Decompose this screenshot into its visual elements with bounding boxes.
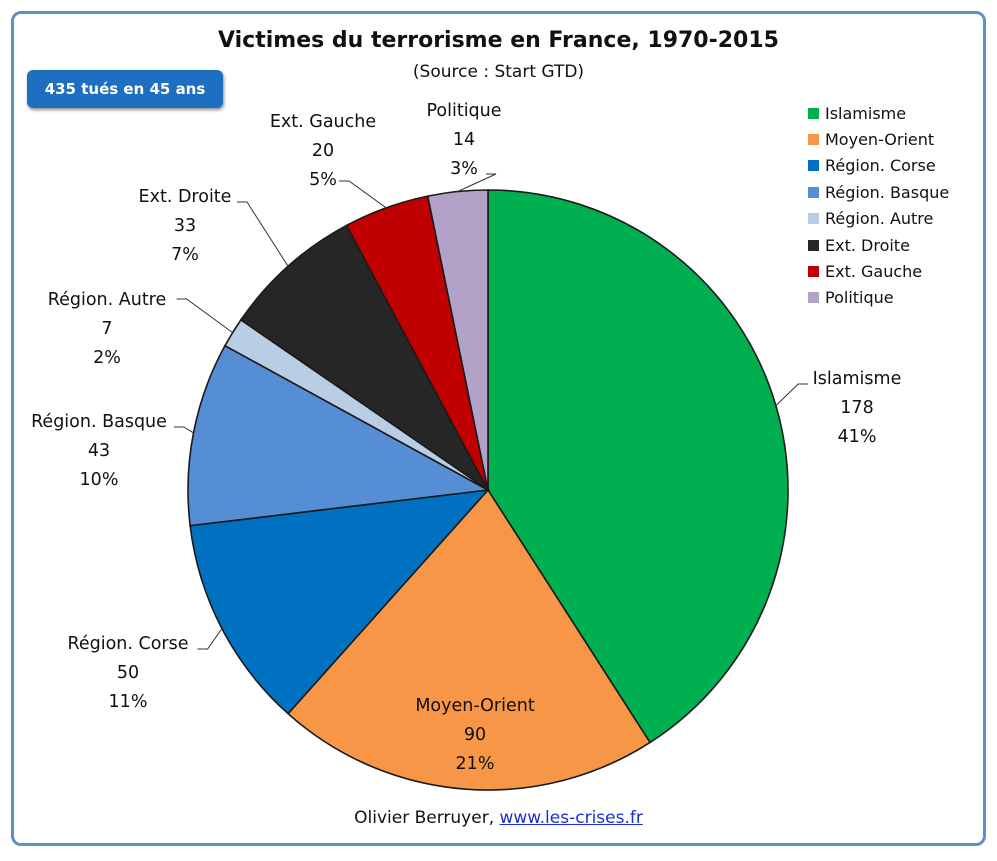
slice-label-percent: 2%	[93, 348, 121, 368]
legend-label: Ext. Gauche	[825, 262, 923, 282]
credit-author: Olivier Berruyer,	[354, 808, 495, 828]
legend: Islamisme Moyen-Orient Région. Corse Région…	[808, 100, 949, 311]
legend-swatch	[808, 186, 819, 198]
pie-slice-moyen-orient	[286, 488, 652, 791]
slice-label-name: Ext. Droite	[139, 187, 232, 207]
slice-label-name: Région. Corse	[67, 634, 188, 654]
leader-line	[237, 201, 289, 267]
slice-label-name: Moyen-Orient	[415, 696, 535, 716]
credit-line: Olivier Berruyer, www.les-crises.fr	[0, 808, 997, 828]
legend-swatch	[808, 213, 819, 225]
pie-slice-r-gion-basque	[187, 344, 491, 527]
legend-item: Islamisme	[808, 100, 949, 126]
legend-item: Région. Corse	[808, 153, 949, 179]
slice-label-value: 50	[117, 663, 139, 683]
legend-swatch	[808, 239, 819, 251]
legend-label: Région. Basque	[825, 182, 950, 202]
leader-line	[775, 383, 809, 406]
legend-swatch	[808, 266, 819, 278]
slice-label-name: Région. Autre	[48, 290, 167, 310]
chart-title: Victimes du terrorisme en France, 1970-2…	[218, 28, 779, 53]
legend-item: Moyen-Orient	[808, 126, 949, 152]
credit-link[interactable]: www.les-crises.fr	[499, 808, 643, 828]
legend-item: Ext. Gauche	[808, 258, 949, 284]
slice-label-name: Politique	[426, 101, 501, 121]
slice-label-name: Région. Basque	[31, 412, 167, 432]
legend-label: Ext. Droite	[825, 235, 910, 255]
slice-label-value: 43	[88, 441, 110, 461]
legend-item: Région. Basque	[808, 179, 949, 205]
leader-line	[173, 426, 194, 434]
pie-slice-politique	[426, 189, 489, 491]
slice-label-percent: 41%	[838, 427, 877, 447]
leader-line	[339, 180, 387, 209]
legend-swatch	[808, 107, 819, 119]
legend-swatch	[808, 292, 819, 304]
slice-label-percent: 11%	[109, 692, 148, 712]
legend-label: Région. Corse	[825, 156, 936, 176]
leader-line	[197, 628, 223, 650]
slice-label-percent: 3%	[450, 159, 478, 179]
slice-label-value: 33	[174, 216, 196, 236]
legend-label: Moyen-Orient	[825, 130, 935, 150]
leader-line	[176, 298, 233, 334]
slice-label-value: 90	[464, 725, 486, 745]
slice-label-percent: 5%	[309, 170, 337, 190]
slice-label-value: 7	[101, 319, 112, 339]
legend-item: Région. Autre	[808, 206, 949, 232]
legend-swatch	[808, 160, 819, 172]
slice-label-value: 20	[312, 141, 334, 161]
legend-swatch	[808, 134, 819, 146]
pie-slice-r-gion-corse	[189, 488, 491, 715]
slice-label-percent: 21%	[456, 754, 495, 774]
slice-label-value: 14	[453, 130, 475, 150]
legend-label: Politique	[825, 288, 894, 308]
total-badge: 435 tués en 45 ans	[27, 70, 223, 108]
leader-line	[457, 173, 497, 192]
legend-item: Politique	[808, 285, 949, 311]
slice-label-percent: 10%	[80, 470, 119, 490]
slice-label-name: Ext. Gauche	[270, 112, 376, 132]
slice-label-value: 178	[840, 398, 873, 418]
slice-label-percent: 7%	[171, 245, 199, 265]
slice-label-name: Islamisme	[813, 369, 902, 389]
chart-subtitle: (Source : Start GTD)	[412, 62, 585, 82]
legend-label: Région. Autre	[825, 209, 934, 229]
legend-label: Islamisme	[825, 103, 907, 123]
pie-slice-ext-droite	[239, 224, 489, 491]
legend-item: Ext. Droite	[808, 232, 949, 258]
